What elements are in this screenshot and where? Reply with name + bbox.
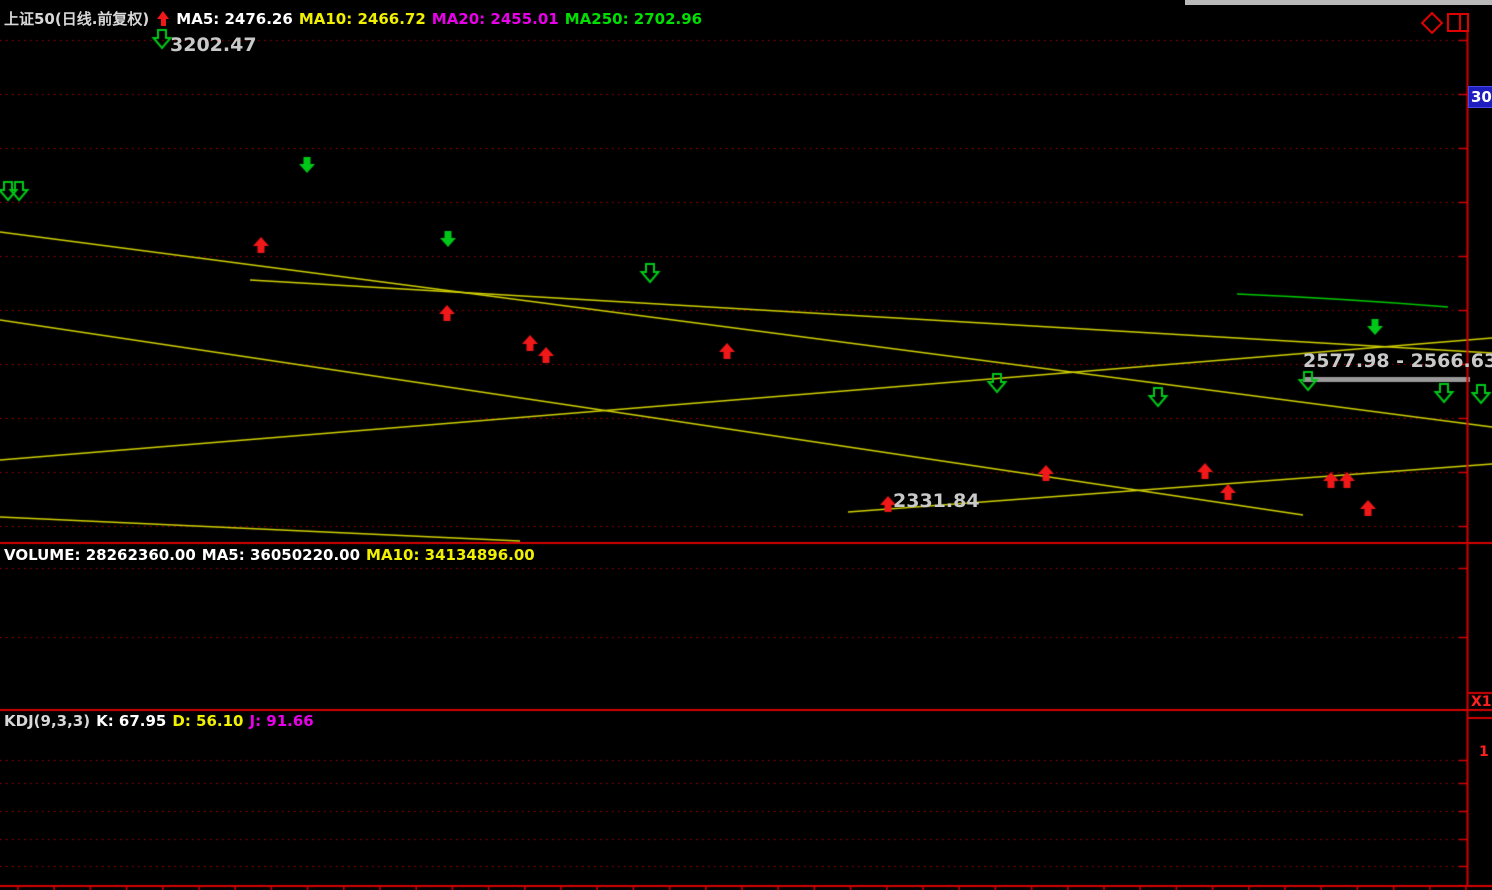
price-axis-badge: 309	[1468, 86, 1492, 108]
kdj-d-value: D: 56.10	[172, 712, 244, 730]
kdj-scale-label: 1	[1479, 744, 1489, 760]
volume-value: VOLUME: 28262360.00	[4, 546, 196, 564]
volume-scale-label: X1	[1471, 694, 1492, 710]
titlebar-strip	[1185, 0, 1492, 5]
kdj-j-value: J: 91.66	[249, 712, 314, 730]
kdj-k-value: K: 67.95	[96, 712, 167, 730]
window-split-icon[interactable]	[1447, 13, 1469, 32]
ma250-value: MA250: 2702.96	[564, 10, 703, 28]
ma5-value: MA5: 2476.26	[176, 10, 293, 28]
symbol-title: 上证50(日线.前复权)	[4, 10, 150, 28]
kdj-name: KDJ(9,3,3)	[4, 712, 91, 730]
volume-header: VOLUME: 28262360.00 MA5: 36050220.00 MA10:…	[4, 546, 541, 564]
kdj-header: KDJ(9,3,3) K: 67.95 D: 56.10 J: 91.66	[4, 712, 320, 730]
trough-price-label: 2331.84	[893, 490, 980, 512]
window-split-divider	[1459, 15, 1461, 30]
ma20-value: MA20: 2455.01	[431, 10, 559, 28]
volume-ma5-value: MA5: 36050220.00	[201, 546, 361, 564]
gap-zone-label: 2577.98 - 2566.63	[1303, 350, 1492, 372]
ma10-value: MA10: 2466.72	[298, 10, 426, 28]
volume-ma10-value: MA10: 34134896.00	[366, 546, 535, 564]
up-arrow-icon	[157, 11, 170, 26]
peak-price-label: 3202.47	[170, 34, 257, 56]
main-chart-header: 上证50(日线.前复权) MA5: 2476.26 MA10: 2466.72 MA2…	[4, 8, 708, 29]
